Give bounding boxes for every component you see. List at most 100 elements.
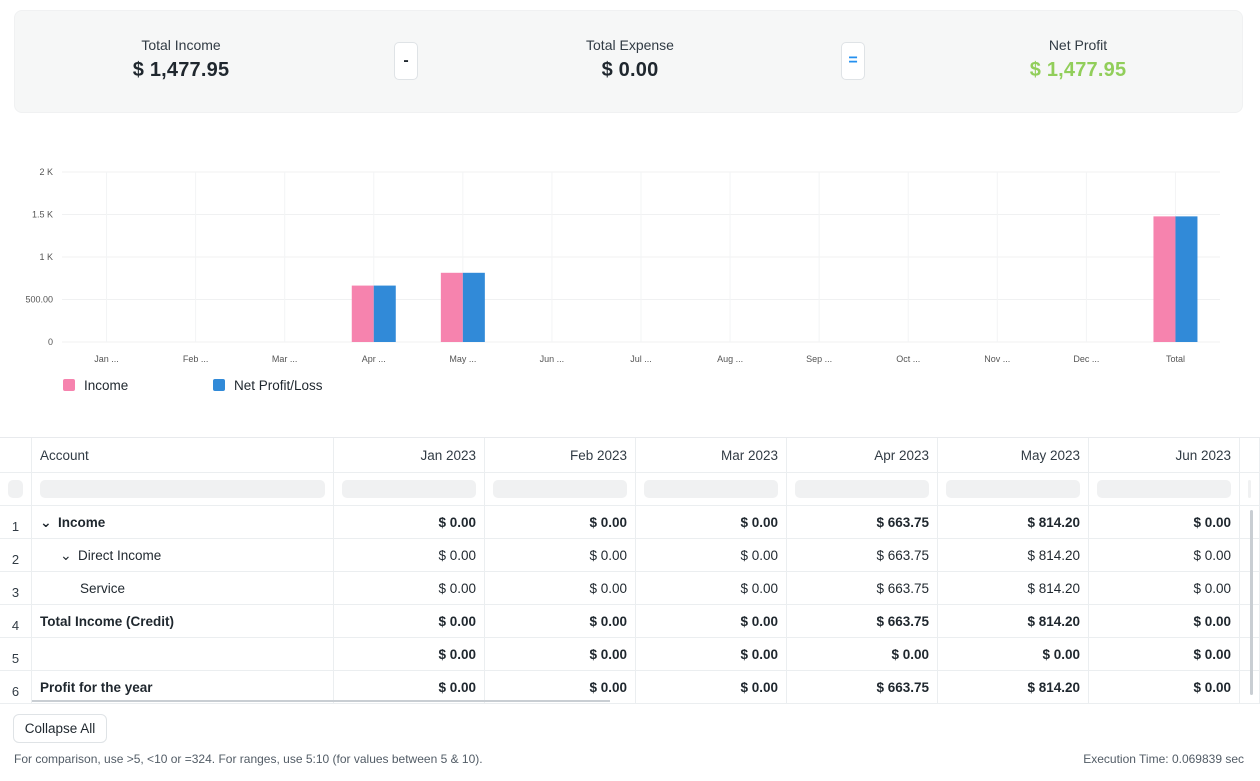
value-cell[interactable]: $ 0.00	[485, 539, 636, 571]
value-cell[interactable]: $ 0.00	[485, 506, 636, 538]
filter-pill[interactable]	[342, 480, 476, 498]
filter-input[interactable]	[485, 473, 636, 505]
y-tick-label: 2 K	[39, 167, 53, 177]
value-cell[interactable]: $ 0.00	[1089, 671, 1240, 703]
value-cell[interactable]: $ 0.00	[938, 638, 1089, 670]
account-cell[interactable]: Service	[32, 572, 334, 604]
filter-input[interactable]	[787, 473, 938, 505]
bar-net-profit-loss-4	[462, 272, 485, 342]
value-cell[interactable]: $ 0.00	[334, 638, 485, 670]
total-expense-label: Total Expense	[586, 37, 674, 53]
x-tick-label: Jan ...	[94, 354, 119, 364]
execution-time: Execution Time: 0.069839 sec	[1083, 752, 1244, 766]
table-row: 5 $ 0.00 $ 0.00 $ 0.00 $ 0.00 $ 0.00 $ 0.00	[0, 638, 1260, 671]
value-cell[interactable]: $ 663.75	[787, 506, 938, 538]
value-cell[interactable]: $ 0.00	[334, 605, 485, 637]
account-cell[interactable]: ⌄ Direct Income	[32, 539, 334, 571]
y-tick-label: 0	[48, 337, 53, 347]
bar-net-profit-loss-12	[1175, 216, 1198, 342]
value-cell[interactable]: $ 663.75	[787, 605, 938, 637]
filter-input[interactable]	[334, 473, 485, 505]
value-cell[interactable]: $ 0.00	[485, 671, 636, 703]
value-cell[interactable]: $ 0.00	[485, 572, 636, 604]
value-cell[interactable]: $ 814.20	[938, 506, 1089, 538]
total-expense-summary: Total Expense $ 0.00	[510, 37, 750, 82]
column-header-account[interactable]: Account	[32, 438, 334, 472]
column-header-month[interactable]: Mar 2023	[636, 438, 787, 472]
value-cell[interactable]: $ 0.00	[636, 605, 787, 637]
x-tick-label: May ...	[449, 354, 476, 364]
value-cell[interactable]: $ 0.00	[636, 638, 787, 670]
table-row: 6 Profit for the year $ 0.00 $ 0.00 $ 0.00 $ …	[0, 671, 1260, 704]
value-cell[interactable]: $ 814.20	[938, 605, 1089, 637]
value-cell[interactable]: $ 663.75	[787, 539, 938, 571]
filter-pill[interactable]	[1097, 480, 1231, 498]
account-cell[interactable]: Total Income (Credit)	[32, 605, 334, 637]
filter-pill[interactable]	[40, 480, 325, 498]
account-cell[interactable]: Profit for the year	[32, 671, 334, 703]
column-header-month[interactable]: Jan 2023	[334, 438, 485, 472]
filter-pill[interactable]	[946, 480, 1080, 498]
account-cell[interactable]	[32, 638, 334, 670]
value-cell[interactable]: $ 0.00	[636, 506, 787, 538]
value-cell[interactable]: $ 0.00	[485, 605, 636, 637]
filter-input[interactable]	[1089, 473, 1240, 505]
value-cell[interactable]: $ 0.00	[787, 638, 938, 670]
chevron-down-icon[interactable]: ⌄	[60, 547, 72, 563]
x-tick-label: Sep ...	[806, 354, 832, 364]
row-number-header	[0, 438, 32, 472]
table-row: 4 Total Income (Credit) $ 0.00 $ 0.00 $ 0.00…	[0, 605, 1260, 638]
x-tick-label: Nov ...	[984, 354, 1010, 364]
value-cell[interactable]: $ 814.20	[938, 572, 1089, 604]
value-cell[interactable]: $ 814.20	[938, 539, 1089, 571]
filter-input[interactable]	[1240, 473, 1260, 505]
column-header-month[interactable]: Jun 2023	[1089, 438, 1240, 472]
account-name: Income	[58, 514, 106, 530]
value-cell[interactable]: $ 0.00	[334, 572, 485, 604]
filter-pill[interactable]	[1248, 480, 1251, 498]
value-cell[interactable]: $ 0.00	[636, 671, 787, 703]
value-cell[interactable]: $ 663.75	[787, 572, 938, 604]
value-cell[interactable]: $ 0.00	[334, 671, 485, 703]
value-cell[interactable]: $ 0.00	[636, 539, 787, 571]
filter-input[interactable]	[32, 473, 334, 505]
filter-pill[interactable]	[795, 480, 929, 498]
bar-income-12	[1153, 216, 1176, 342]
income-profit-chart: 0 500.00 1 K 1.5 K 2 K Jan ... Feb ... Mar ... A…	[0, 155, 1260, 415]
account-cell[interactable]: ⌄ Income	[32, 506, 334, 538]
column-header-month[interactable]: Feb 2023	[485, 438, 636, 472]
filter-row	[0, 473, 1260, 506]
value-cell[interactable]: $ 0.00	[1089, 539, 1240, 571]
chevron-down-icon[interactable]: ⌄	[40, 514, 52, 530]
horizontal-scrollbar[interactable]	[32, 700, 610, 702]
filter-input[interactable]	[636, 473, 787, 505]
filter-input[interactable]	[938, 473, 1089, 505]
filter-pill[interactable]	[644, 480, 778, 498]
y-tick-label: 1 K	[39, 252, 53, 262]
row-number: 3	[0, 572, 32, 604]
value-cell[interactable]: $ 0.00	[485, 638, 636, 670]
minus-operator: -	[394, 42, 418, 80]
value-cell[interactable]: $ 0.00	[1089, 605, 1240, 637]
value-cell[interactable]: $ 0.00	[1089, 638, 1240, 670]
x-tick-label: Aug ...	[717, 354, 743, 364]
value-cell[interactable]: $ 0.00	[334, 539, 485, 571]
value-cell[interactable]: $ 0.00	[636, 572, 787, 604]
value-cell[interactable]: $ 663.75	[787, 671, 938, 703]
column-header-month[interactable]: Apr 2023	[787, 438, 938, 472]
collapse-all-button[interactable]: Collapse All	[13, 714, 107, 743]
filter-pill[interactable]	[493, 480, 627, 498]
vertical-scrollbar[interactable]	[1250, 510, 1253, 695]
account-name: Total Income (Credit)	[40, 613, 175, 629]
column-header-month[interactable]: May 2023	[938, 438, 1089, 472]
account-name: Direct Income	[78, 547, 162, 563]
value-cell[interactable]: $ 0.00	[1089, 572, 1240, 604]
x-tick-label: Dec ...	[1073, 354, 1099, 364]
x-tick-label: Jul ...	[630, 354, 652, 364]
equals-operator: =	[841, 42, 865, 80]
value-cell[interactable]: $ 0.00	[1089, 506, 1240, 538]
x-tick-label: Feb ...	[183, 354, 209, 364]
value-cell[interactable]: $ 0.00	[334, 506, 485, 538]
value-cell[interactable]: $ 814.20	[938, 671, 1089, 703]
table-row: 2 ⌄ Direct Income $ 0.00 $ 0.00 $ 0.00 $ 663.7…	[0, 539, 1260, 572]
